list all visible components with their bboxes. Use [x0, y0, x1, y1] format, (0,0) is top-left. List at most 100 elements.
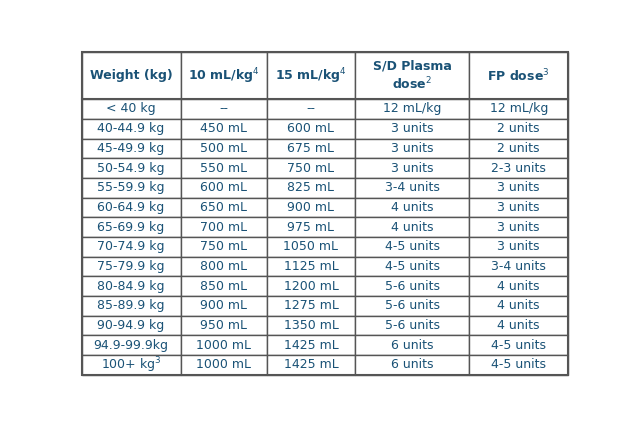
Bar: [82, 217, 181, 237]
Bar: [82, 276, 181, 296]
Bar: [469, 316, 568, 335]
Bar: [355, 276, 469, 296]
Text: 1425 mL: 1425 mL: [283, 339, 339, 352]
Bar: [181, 178, 267, 198]
Text: 700 mL: 700 mL: [200, 221, 247, 233]
Bar: [181, 296, 267, 316]
Bar: [267, 335, 355, 355]
Text: 5-6 units: 5-6 units: [385, 280, 440, 293]
Bar: [181, 138, 267, 158]
Bar: [267, 217, 355, 237]
Bar: [469, 178, 568, 198]
Text: 45-49.9 kg: 45-49.9 kg: [98, 142, 165, 155]
Bar: [181, 355, 267, 375]
Text: 1000 mL: 1000 mL: [196, 359, 251, 371]
Bar: [82, 296, 181, 316]
Text: 500 mL: 500 mL: [200, 142, 247, 155]
Text: dose$^{2}$: dose$^{2}$: [392, 76, 432, 93]
Bar: [355, 178, 469, 198]
Bar: [469, 257, 568, 276]
Text: 100+ kg$^{3}$: 100+ kg$^{3}$: [101, 355, 161, 375]
Text: 975 mL: 975 mL: [287, 221, 335, 233]
Bar: [469, 119, 568, 138]
Bar: [181, 335, 267, 355]
Text: 800 mL: 800 mL: [200, 260, 247, 273]
Text: 3-4 units: 3-4 units: [491, 260, 546, 273]
Text: 65-69.9 kg: 65-69.9 kg: [98, 221, 165, 233]
Bar: [469, 335, 568, 355]
Text: 60-64.9 kg: 60-64.9 kg: [98, 201, 165, 214]
Bar: [469, 276, 568, 296]
Text: 55-59.9 kg: 55-59.9 kg: [98, 181, 165, 194]
Text: 5-6 units: 5-6 units: [385, 299, 440, 313]
Text: 6 units: 6 units: [391, 339, 434, 352]
Bar: [82, 355, 181, 375]
Text: 80-84.9 kg: 80-84.9 kg: [98, 280, 165, 293]
Text: 94.9-99.9kg: 94.9-99.9kg: [94, 339, 169, 352]
Text: 675 mL: 675 mL: [287, 142, 335, 155]
Bar: [469, 138, 568, 158]
Text: 85-89.9 kg: 85-89.9 kg: [98, 299, 165, 313]
Text: 4 units: 4 units: [391, 221, 434, 233]
Text: 1000 mL: 1000 mL: [196, 339, 251, 352]
Bar: [82, 198, 181, 217]
Text: 450 mL: 450 mL: [200, 122, 247, 135]
Bar: [82, 178, 181, 198]
Bar: [82, 335, 181, 355]
Bar: [355, 237, 469, 257]
Bar: [181, 158, 267, 178]
Bar: [355, 217, 469, 237]
Bar: [181, 198, 267, 217]
Text: 1125 mL: 1125 mL: [283, 260, 339, 273]
Text: FP dose$^{3}$: FP dose$^{3}$: [488, 67, 550, 84]
Bar: [82, 99, 181, 119]
Bar: [82, 316, 181, 335]
Bar: [181, 217, 267, 237]
Text: < 40 kg: < 40 kg: [107, 102, 156, 115]
Bar: [469, 99, 568, 119]
Bar: [82, 52, 181, 99]
Text: 2-3 units: 2-3 units: [491, 162, 546, 175]
Bar: [469, 355, 568, 375]
Bar: [181, 52, 267, 99]
Bar: [267, 119, 355, 138]
Bar: [267, 138, 355, 158]
Bar: [267, 178, 355, 198]
Text: 4 units: 4 units: [498, 280, 540, 293]
Bar: [469, 158, 568, 178]
Bar: [355, 158, 469, 178]
Text: 3 units: 3 units: [498, 221, 540, 233]
Text: 3-4 units: 3-4 units: [385, 181, 440, 194]
Bar: [267, 316, 355, 335]
Text: 750 mL: 750 mL: [287, 162, 335, 175]
Text: 1200 mL: 1200 mL: [283, 280, 339, 293]
Text: 825 mL: 825 mL: [287, 181, 335, 194]
Text: 1050 mL: 1050 mL: [283, 240, 339, 253]
Bar: [181, 99, 267, 119]
Bar: [355, 257, 469, 276]
Text: 4-5 units: 4-5 units: [385, 260, 440, 273]
Bar: [469, 198, 568, 217]
Text: 6 units: 6 units: [391, 359, 434, 371]
Text: 3 units: 3 units: [498, 201, 540, 214]
Bar: [355, 198, 469, 217]
Text: 1275 mL: 1275 mL: [283, 299, 339, 313]
Bar: [267, 355, 355, 375]
Text: 3 units: 3 units: [391, 122, 434, 135]
Bar: [355, 52, 469, 99]
Text: 950 mL: 950 mL: [200, 319, 247, 332]
Text: 5-6 units: 5-6 units: [385, 319, 440, 332]
Text: 50-54.9 kg: 50-54.9 kg: [98, 162, 165, 175]
Text: 600 mL: 600 mL: [200, 181, 247, 194]
Text: 4 units: 4 units: [498, 319, 540, 332]
Text: 70-74.9 kg: 70-74.9 kg: [98, 240, 165, 253]
Bar: [469, 217, 568, 237]
Bar: [267, 158, 355, 178]
Text: 12 mL/kg: 12 mL/kg: [489, 102, 548, 115]
Text: 2 units: 2 units: [498, 142, 540, 155]
Text: 4-5 units: 4-5 units: [491, 339, 547, 352]
Bar: [181, 237, 267, 257]
Text: 900 mL: 900 mL: [200, 299, 247, 313]
Text: 15 mL/kg$^{4}$: 15 mL/kg$^{4}$: [275, 66, 347, 85]
Text: --: --: [219, 102, 228, 115]
